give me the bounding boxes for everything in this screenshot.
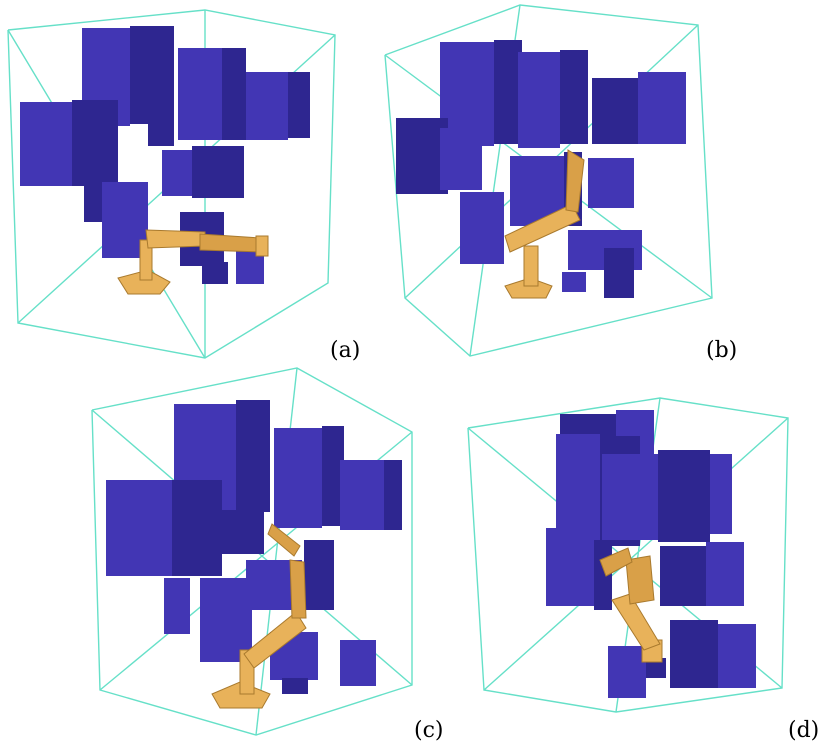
robot-arm	[599, 547, 663, 663]
robot-arm	[117, 229, 269, 295]
box-cluster	[20, 26, 310, 284]
robot-arm	[504, 149, 585, 299]
panel-label-d: (d)	[788, 718, 820, 743]
box-cluster	[396, 40, 686, 298]
box-cluster	[106, 400, 402, 694]
panel-label-c: (c)	[414, 718, 444, 743]
panel-a	[7, 9, 336, 359]
panel-label-b: (b)	[706, 338, 738, 363]
panel-b	[384, 4, 713, 357]
panel-c	[91, 367, 413, 736]
panel-label-a: (a)	[330, 338, 361, 363]
robot-arm	[211, 523, 307, 709]
panel-d	[467, 397, 789, 713]
